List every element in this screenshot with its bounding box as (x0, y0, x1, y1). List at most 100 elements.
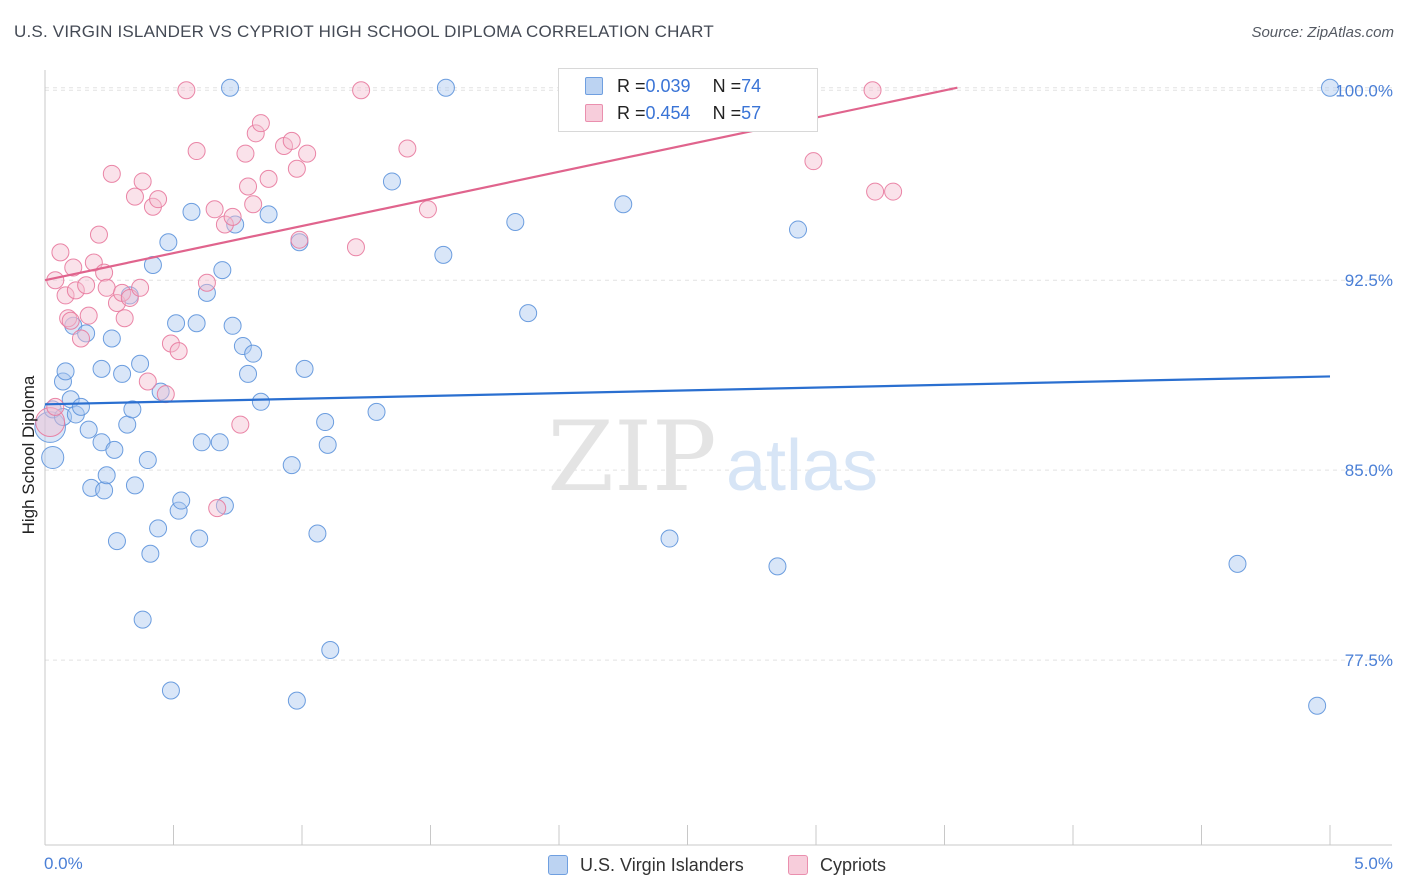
cypriot-point (187, 142, 206, 161)
cypriot-point (59, 309, 78, 328)
legend-swatch-blue (585, 77, 603, 95)
cypriot-point (161, 334, 180, 353)
virgin-islander-point (197, 283, 216, 302)
virgin-islander-point (107, 532, 126, 551)
virgin-islander-point (519, 304, 538, 323)
virgin-islander-point (226, 215, 245, 234)
cypriot-point (61, 311, 80, 330)
virgin-islander-point (660, 529, 679, 548)
virgin-islander-point (259, 205, 278, 224)
cypriot-point (51, 243, 70, 262)
legend-row-cypriots: R = 0.454 N = 57 (585, 100, 761, 126)
virgin-islander-point (187, 314, 206, 333)
virgin-islander-point (1308, 696, 1327, 715)
cypriot-point (231, 415, 250, 434)
virgin-islander-point (210, 433, 229, 452)
virgin-islander-point (123, 400, 142, 419)
virgin-islander-point (131, 354, 150, 373)
legend-r-value: 0.039 (645, 75, 691, 96)
cypriot-point (290, 230, 309, 249)
virgin-islander-point (244, 344, 263, 363)
bottom-legend-swatch-blue (548, 855, 568, 875)
stats-legend: R = 0.039 N = 74 R = 0.454 N = 57 (558, 68, 818, 132)
cypriot-point (244, 195, 263, 214)
virgin-islander-point (295, 359, 314, 378)
cypriot-point (236, 144, 255, 163)
virgin-islander-point (71, 397, 90, 416)
cypriot-point (125, 187, 144, 206)
virgin-islander-point (167, 314, 186, 333)
cypriot-point (239, 177, 258, 196)
cypriot-point (115, 309, 134, 328)
cypriot-point (77, 276, 96, 295)
cypriot-point (156, 385, 175, 404)
bottom-legend-swatch-pink (788, 855, 808, 875)
virgin-islander-point (434, 245, 453, 264)
cypriot-point (131, 278, 150, 297)
virgin-islander-point (53, 372, 72, 391)
cypriot-point (298, 144, 317, 163)
cypriot-point (149, 190, 168, 209)
virgin-islander-point (251, 392, 270, 411)
virgin-islander-point (239, 364, 258, 383)
legend-n-value: 57 (741, 102, 762, 123)
watermark-atlas: atlas (726, 426, 878, 506)
virgin-islander-point (192, 433, 211, 452)
watermark-zip: ZIP (547, 401, 716, 513)
y-tick-label: 77.5% (1345, 651, 1393, 670)
legend-n-label: N = (712, 102, 742, 123)
cypriot-point (46, 397, 65, 416)
bottom-legend-label: U.S. Virgin Islanders (580, 854, 744, 875)
cypriot-point (89, 225, 108, 244)
cypriot-point (804, 152, 823, 171)
virgin-islander-point (436, 78, 455, 97)
virgin-islander-point (56, 362, 75, 381)
virgin-islander-point (190, 529, 209, 548)
virgin-islander-point (1321, 78, 1339, 97)
cypriot-point (71, 329, 90, 348)
cypriot-point (177, 81, 196, 100)
cypriot-point (64, 258, 83, 277)
cypriot-point (215, 215, 234, 234)
y-axis-label: High School Diploma (19, 375, 38, 534)
virgin-islander-point (161, 681, 180, 700)
cypriot-point (205, 200, 224, 219)
watermark: ZIP atlas (547, 401, 878, 513)
x-tick-label: 0.0% (44, 854, 83, 873)
virgin-islander-point (367, 402, 386, 421)
virgin-islander-point (614, 195, 633, 214)
trend-layer (44, 86, 1331, 406)
virgin-islander-point (141, 544, 160, 563)
virgin-islander-point (316, 413, 335, 432)
virgin-islander-point (105, 440, 124, 459)
virgin-islander-point (138, 451, 157, 470)
cypriot-point (246, 124, 265, 143)
virgin-islander-point (182, 202, 201, 221)
cypriot-point (259, 169, 278, 188)
virgin-islander-point (321, 640, 340, 659)
cypriot-point (56, 286, 75, 305)
virgin-islander-point (133, 610, 152, 629)
legend-r-label: R = (617, 75, 646, 96)
cypriot-point (863, 81, 882, 100)
points-layer (34, 78, 1339, 715)
legend-swatch-pink (585, 104, 603, 122)
virgin-islander-point (79, 420, 98, 439)
bottom-legend-label: Cypriots (820, 854, 887, 875)
bottom-legend-virgin-islanders: U.S. Virgin Islanders (548, 852, 744, 878)
legend-row-virgin-islanders: R = 0.039 N = 74 (585, 73, 761, 99)
cypriot-point (287, 159, 306, 178)
virgin-islander-trendline (44, 375, 1331, 406)
cypriot-point (866, 182, 885, 201)
virgin-islander-point (223, 316, 242, 335)
virgin-islander-point (1228, 554, 1247, 573)
source-label: Source: ZipAtlas.com (1251, 24, 1394, 41)
y-tick-label: 100.0% (1335, 81, 1393, 100)
virgin-islander-point (97, 466, 116, 485)
virgin-islander-point (287, 691, 306, 710)
virgin-islander-point (382, 172, 401, 191)
cypriot-point (208, 499, 227, 518)
legend-r-label: R = (617, 102, 646, 123)
cypriot-point (133, 172, 152, 191)
